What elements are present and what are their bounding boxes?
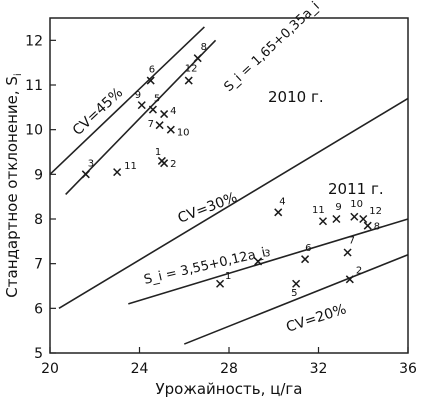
- data-point: [193, 54, 202, 63]
- x-tick-label: 20: [41, 361, 59, 377]
- reference-line: [58, 97, 409, 310]
- point-label: 12: [185, 64, 198, 75]
- y-tick-label: 9: [34, 167, 43, 183]
- point-label: 3: [264, 248, 270, 259]
- x-tick-label: 36: [399, 361, 417, 377]
- data-point: [137, 101, 146, 110]
- data-point: [113, 168, 122, 177]
- point-label: 3: [88, 158, 94, 169]
- y-tick-label: 5: [34, 346, 43, 362]
- point-label: 1: [225, 271, 231, 282]
- annotation-text: CV=20%: [284, 301, 348, 335]
- point-label: 7: [349, 236, 355, 247]
- data-point: [146, 76, 155, 85]
- annotation-text: CV=30%: [176, 190, 240, 227]
- annotation-text: 2011 г.: [328, 180, 384, 198]
- y-tick-label: 10: [25, 123, 43, 139]
- point-label: 2: [356, 265, 362, 276]
- y-axis-label: Стандартное отклонение, Si: [3, 73, 24, 297]
- point-label: 5: [154, 94, 160, 105]
- point-label: 8: [201, 42, 207, 53]
- point-label: 11: [312, 205, 325, 216]
- point-label: 12: [369, 206, 382, 217]
- data-point: [318, 217, 328, 226]
- x-axis-label: Урожайность, ц/га: [156, 380, 303, 398]
- data-point: [216, 279, 225, 288]
- data-point: [274, 208, 283, 217]
- lines-layer: [49, 26, 409, 345]
- reference-line: [128, 218, 409, 305]
- data-point: [254, 257, 263, 266]
- y-axis-label-main: Стандартное отклонение, S: [3, 76, 21, 298]
- point-label: 6: [149, 65, 155, 76]
- regression-equation: S_i = 1,65+0,35a_i: [221, 0, 322, 95]
- data-point: [301, 255, 310, 264]
- data-point: [363, 221, 372, 230]
- y-axis-label-subscript: i: [13, 73, 24, 76]
- y-tick-label: 6: [34, 301, 43, 317]
- reference-line: [183, 253, 409, 345]
- y-tick-label: 12: [25, 33, 43, 49]
- point-label: 6: [305, 243, 311, 254]
- data-point: [160, 110, 169, 119]
- reference-line: [49, 26, 205, 175]
- point-label: 8: [374, 222, 380, 233]
- data-point: [359, 214, 368, 224]
- point-label: 2: [170, 159, 176, 170]
- reference-line: [65, 39, 217, 195]
- x-tick-label: 28: [220, 361, 238, 377]
- point-label: 7: [148, 119, 154, 130]
- point-label: 4: [170, 106, 176, 117]
- y-tick-label: 8: [34, 212, 43, 228]
- data-point: [81, 170, 90, 179]
- x-tick-label: 24: [131, 361, 149, 377]
- x-tick-label: 32: [310, 361, 328, 377]
- data-point: [292, 279, 301, 288]
- point-label: 10: [177, 128, 190, 139]
- data-point: [160, 159, 169, 168]
- point-label: 1: [155, 147, 161, 158]
- point-label: 9: [135, 90, 141, 101]
- point-label: 9: [335, 202, 341, 213]
- data-point: [148, 105, 157, 114]
- data-point: [166, 125, 175, 134]
- points-layer: [81, 54, 372, 288]
- point-label: 10: [350, 199, 363, 210]
- data-point: [184, 76, 193, 85]
- data-point: [350, 212, 359, 221]
- y-tick-label: 11: [25, 78, 43, 94]
- y-tick-label: 7: [34, 257, 43, 273]
- annotation-text: 2010 г.: [268, 88, 324, 106]
- point-label: 11: [124, 161, 137, 172]
- data-point: [332, 214, 341, 224]
- data-point: [345, 275, 354, 284]
- point-label: 5: [291, 288, 297, 299]
- annotation-text: CV=45%: [70, 85, 126, 139]
- point-label: 4: [279, 196, 285, 207]
- data-point: [155, 121, 164, 130]
- data-point: [343, 248, 352, 257]
